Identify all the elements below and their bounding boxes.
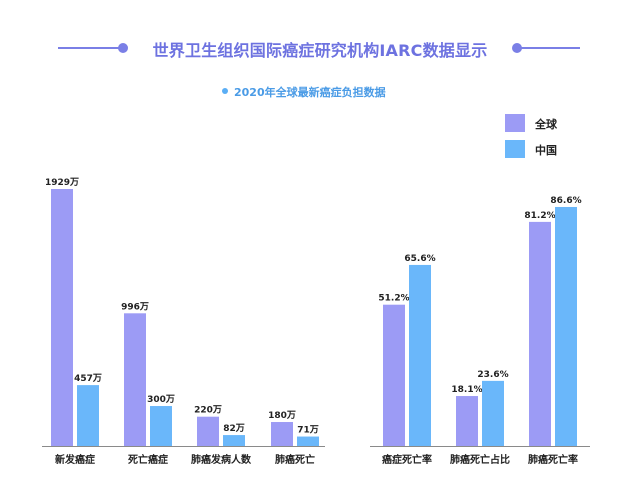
bar-global [51,189,73,446]
data-label: 1929万 [45,177,79,188]
data-label: 457万 [74,373,102,384]
category-label: 肺癌死亡 [275,453,315,466]
bar-global [124,313,146,446]
bar-china [150,406,172,446]
category-label: 肺癌发病人数 [191,453,252,466]
bar-china [297,436,319,446]
data-label: 86.6% [550,196,581,206]
data-label: 82万 [223,423,245,434]
data-label: 65.6% [404,254,435,264]
bar-china [555,206,577,446]
bar-global [271,422,293,446]
data-label: 180万 [268,410,296,421]
bar-china [409,264,431,446]
legend-swatch-china [505,140,525,158]
title-decor-dot-right [512,43,522,53]
title-decor-line-left [58,47,122,49]
chart-subtitle: 2020年全球最新癌症负担数据 [234,86,386,99]
data-label: 51.2% [378,294,409,304]
bar-global [197,416,219,446]
bar-china [482,380,504,446]
data-label: 996万 [121,301,149,312]
data-label: 220万 [194,405,222,416]
bar-china [223,435,245,446]
data-label: 81.2% [524,211,555,221]
title-decor-dot-left [118,43,128,53]
category-label: 癌症死亡率 [382,453,432,466]
category-label: 肺癌死亡占比 [450,453,510,466]
data-label: 71万 [297,425,319,436]
category-label: 新发癌症 [55,453,95,466]
subtitle-row: 2020年全球最新癌症负担数据 [0,84,640,100]
bar-china [77,385,99,446]
legend-label-global: 全球 [535,118,557,131]
bar-global [383,304,405,446]
legend-swatch-global [505,114,525,132]
bar-global [529,221,551,446]
title-row: 世界卫生组织国际癌症研究机构IARC数据显示 [0,34,640,64]
legend-label-china: 中国 [535,144,557,157]
category-label: 死亡癌症 [128,453,168,466]
subtitle-bullet-icon [222,88,228,94]
data-label: 23.6% [477,370,508,380]
data-label: 300万 [147,394,175,405]
bar-global [456,396,478,446]
title-decor-line-right [520,47,580,49]
data-label: 18.1% [451,385,482,395]
page-title: 世界卫生组织国际癌症研究机构IARC数据显示 [152,41,488,60]
category-label: 肺癌死亡率 [528,453,578,466]
